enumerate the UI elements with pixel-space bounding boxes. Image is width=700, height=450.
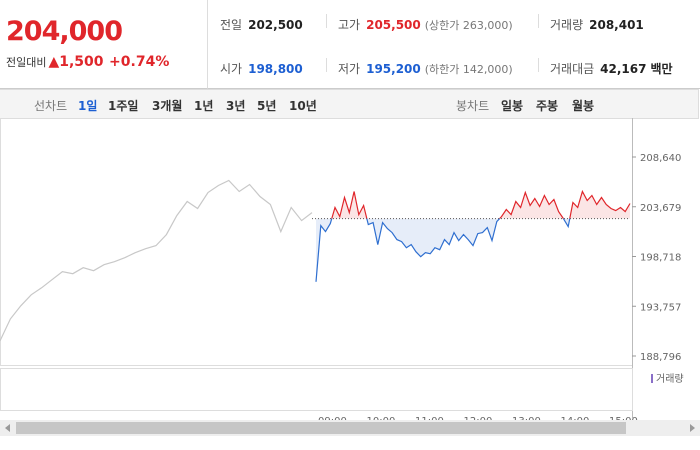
period-tab[interactable]: 5년 [257,99,277,113]
quote-box: 204,000 전일대비 ▲1,500 +0.74% [0,0,208,89]
candle-tab[interactable]: 월봉 [572,99,595,113]
stat-label: 거래대금 [550,62,595,76]
scrollbar-thumb[interactable] [16,422,626,434]
stat-unit: 백만 [650,62,673,76]
divider [538,14,539,28]
stat-value: 208,401 [589,18,644,32]
prev-day-line [0,179,313,342]
y-tick-label: 208,640 [640,153,681,164]
stat-value: 42,167 [600,62,647,76]
stat-label: 시가 [220,62,243,76]
stat-note: (하한가 142,000) [424,63,513,76]
candle-tab[interactable]: 주봉 [536,99,559,113]
stat-note: (상한가 263,000) [424,19,513,32]
change-label: 전일대비 [6,56,47,69]
y-tick-label: 203,679 [640,203,681,214]
today-line-down [315,218,571,282]
area-up [316,191,630,219]
tab-label: 봉차트 [456,99,490,113]
stat: 고가 205,500 (상한가 263,000) [338,16,513,33]
period-tab[interactable]: 1년 [194,99,214,113]
scroll-arrow [690,424,695,432]
change-value: ▲1,500 [48,54,104,70]
y-tick-label: 193,757 [640,302,681,313]
period-tab[interactable]: 10년 [289,99,317,113]
y-tick-label: 198,718 [640,253,681,264]
stat: 시가 198,800 [220,60,303,77]
scroll-arrow [5,424,10,432]
period-tab[interactable]: 3년 [226,99,246,113]
divider [326,58,327,72]
chart: 188,796193,757198,718203,679208,640거래량09… [0,118,700,436]
stat-label: 전일 [220,18,243,32]
stat-value: 202,500 [248,18,303,32]
y-tick-label: 188,796 [640,352,681,363]
volume-border [0,368,633,411]
today-line-up [331,189,631,219]
change-pct: +0.74% [109,54,170,70]
tab-label: 선차트 [34,99,68,113]
stat: 거래대금 42,167 백만 [550,60,673,77]
stat-label: 저가 [338,62,361,76]
volume-label: 거래량 [656,373,684,385]
period-tab[interactable]: 1주일 [108,99,139,113]
divider [326,14,327,28]
period-tab[interactable]: 1일 [78,99,98,113]
stat-value: 205,500 [366,18,421,32]
stat: 거래량 208,401 [550,16,644,33]
stat: 저가 195,200 (하한가 142,000) [338,60,513,77]
legend-swatch [651,374,653,383]
divider [538,58,539,72]
stat: 전일 202,500 [220,16,303,33]
price: 204,000 [6,16,123,47]
stats: 전일 202,500 고가 205,500 (상한가 263,000) 거래량 208,40… [208,0,700,89]
tab-bar: 선차트 1일 1주일 3개월 1년 3년 5년 10년 봉차트 일봉 주봉 월봉 [0,89,699,119]
candle-tab[interactable]: 일봉 [501,99,524,113]
stat-value: 195,200 [366,62,421,76]
stat-value: 198,800 [248,62,303,76]
stat-label: 고가 [338,18,361,32]
stat-label: 거래량 [550,18,584,32]
period-tab[interactable]: 3개월 [152,99,183,113]
change: 전일대비 ▲1,500 +0.74% [6,54,169,70]
